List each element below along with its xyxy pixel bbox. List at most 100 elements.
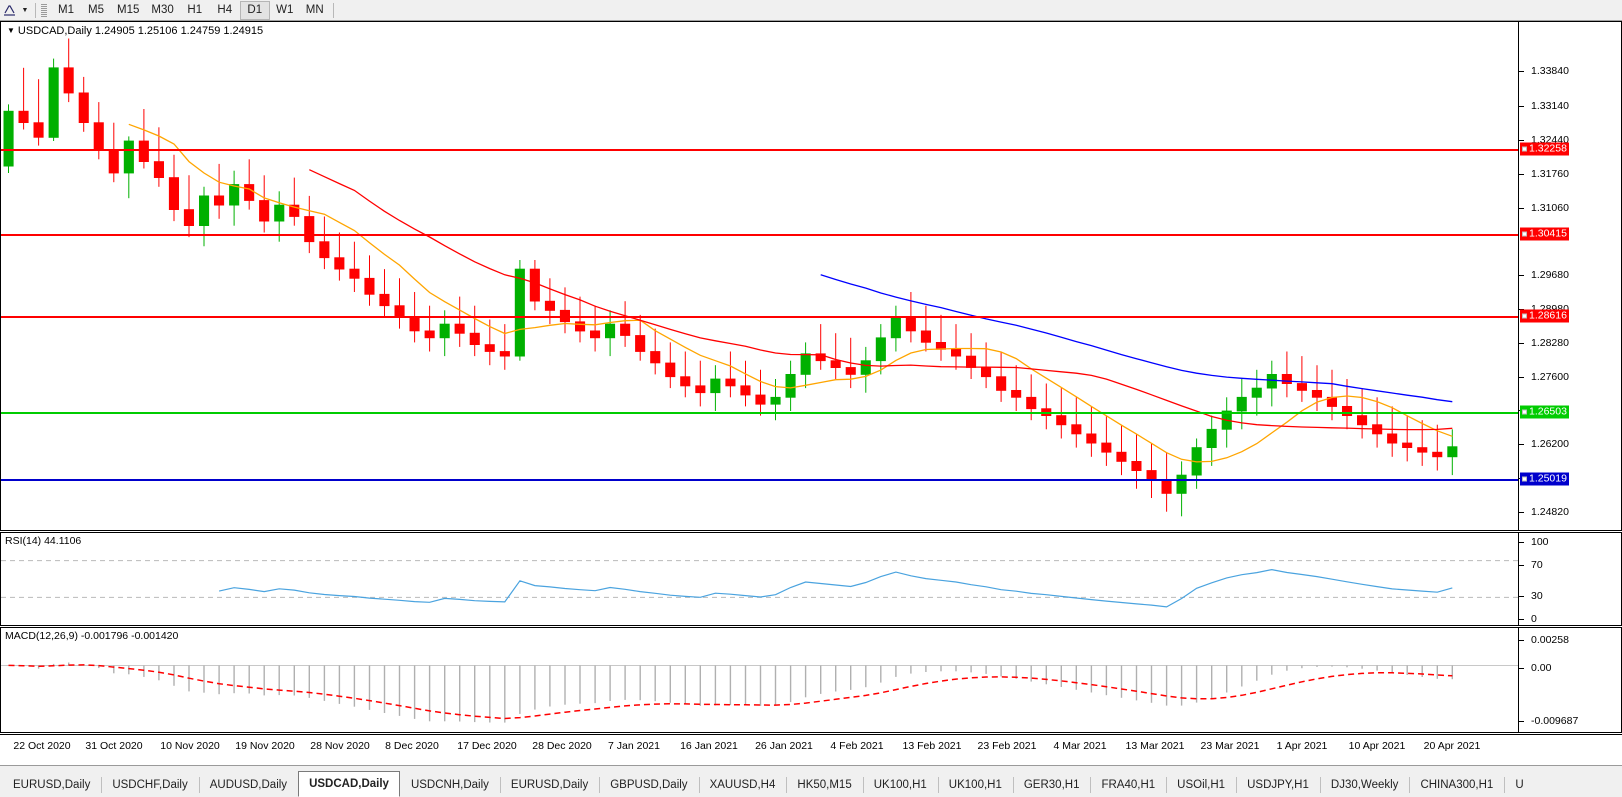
support-line-1-tag[interactable]: 1.26503 [1520, 405, 1569, 419]
level-handle-icon[interactable] [1522, 313, 1527, 319]
price-pane[interactable]: ▼ USDCAD,Daily 1.24905 1.25106 1.24759 1.… [0, 21, 1622, 585]
pane-collapse-icon[interactable]: ▼ [7, 26, 15, 35]
chart-tab-label: DJ30,Weekly [1330, 779, 1399, 791]
chart-tab-uk100-h1[interactable]: UK100,H1 [937, 773, 1013, 797]
chart-tab-china300-h1[interactable]: CHINA300,H1 [1409, 773, 1504, 797]
macd-pane[interactable]: MACD(12,26,9) -0.001796 -0.001420 0.0025… [0, 627, 1622, 733]
rsi-tick-label: 100 [1531, 536, 1549, 548]
date-tick-label: 20 Apr 2021 [1423, 740, 1481, 752]
macd-plot[interactable] [1, 628, 1518, 732]
rsi-tick-label: 70 [1531, 559, 1543, 571]
rsi-plot[interactable] [1, 533, 1518, 625]
timeframe-button-m1[interactable]: M1 [58, 4, 74, 16]
rsi-label: RSI(14) 44.1106 [5, 535, 82, 547]
current-price-line[interactable] [1, 479, 1518, 481]
timeframe-button-mn[interactable]: MN [305, 4, 324, 16]
chart-tab-label: FRA40,H1 [1101, 779, 1156, 791]
date-tick-label: 4 Feb 2021 [830, 740, 884, 752]
support-line-1[interactable] [1, 412, 1518, 414]
price-candles-svg [3, 38, 1458, 517]
chart-tab-usoil-h1[interactable]: USOil,H1 [1166, 773, 1236, 797]
timeframe-button-h4[interactable]: H4 [217, 4, 233, 16]
chart-tab-uk100-h1[interactable]: UK100,H1 [862, 773, 938, 797]
date-tick-label: 19 Nov 2020 [235, 740, 295, 752]
resistance-line-1-tag[interactable]: 1.32258 [1520, 142, 1569, 156]
timeframe-button-m15[interactable]: M15 [117, 4, 140, 16]
price-tick-label: 1.33840 [1531, 65, 1569, 77]
date-tick-label: 23 Feb 2021 [977, 740, 1037, 752]
level-price-text: 1.32258 [1529, 142, 1567, 155]
date-tick-label: 16 Jan 2021 [680, 740, 738, 752]
crosshair-icon[interactable] [0, 2, 18, 19]
chart-tab-eurusd-daily[interactable]: EURUSD,Daily [499, 773, 599, 797]
timeframe-button-h1[interactable]: H1 [187, 4, 203, 16]
resistance-line-3[interactable] [1, 316, 1518, 318]
dropdown-arrow-icon[interactable]: ▼ [21, 6, 29, 14]
grip-icon[interactable] [41, 2, 49, 18]
chart-tab-usdcad-daily[interactable]: USDCAD,Daily [298, 771, 400, 797]
chart-tab-label: GBPUSD,Daily [610, 779, 688, 791]
current-price-line-tag[interactable]: 1.25019 [1520, 472, 1569, 486]
resistance-line-2[interactable] [1, 234, 1518, 236]
chart-tab-hk50-m15[interactable]: HK50,M15 [786, 773, 862, 797]
price-tick-label: 1.27600 [1531, 371, 1569, 383]
resistance-line-1[interactable] [1, 149, 1518, 151]
rsi-tick-label: 30 [1531, 590, 1543, 602]
timeframe-button-m30[interactable]: M30 [151, 4, 174, 16]
chart-tab-label: XAUUSD,H4 [709, 779, 776, 791]
date-tick-label: 13 Feb 2021 [902, 740, 962, 752]
level-handle-icon[interactable] [1522, 146, 1527, 152]
chart-tab-dj30-weekly[interactable]: DJ30,Weekly [1319, 773, 1410, 797]
timeframe-button-d1[interactable]: D1 [239, 0, 270, 20]
chart-tab-usdcnh-daily[interactable]: USDCNH,Daily [400, 773, 500, 797]
date-tick-label: 22 Oct 2020 [13, 740, 71, 752]
timeframe-button-m5[interactable]: M5 [88, 4, 104, 16]
level-handle-icon[interactable] [1522, 409, 1527, 415]
date-tick-label: 10 Nov 2020 [160, 740, 220, 752]
chart-tab-label: USOil,H1 [1177, 779, 1226, 791]
date-tick-label: 8 Dec 2020 [385, 740, 439, 752]
chart-tab-usdchf-daily[interactable]: USDCHF,Daily [101, 773, 198, 797]
chart-tab-label: USDCAD,Daily [309, 778, 389, 790]
price-tick-mark [1519, 71, 1524, 72]
chart-tab-audusd-daily[interactable]: AUDUSD,Daily [198, 773, 298, 797]
chart-tab-ger30-h1[interactable]: GER30,H1 [1012, 773, 1091, 797]
chart-area: ▼ USDCAD,Daily 1.24905 1.25106 1.24759 1.… [0, 21, 1622, 765]
rsi-tick-label: 0 [1531, 613, 1537, 625]
resistance-line-3-tag[interactable]: 1.28616 [1520, 309, 1569, 323]
chart-tab-xauusd-h4[interactable]: XAUUSD,H4 [698, 773, 787, 797]
macd-tick-mark [1519, 721, 1524, 722]
chart-tab-label: USDJPY,H1 [1247, 779, 1309, 791]
level-handle-icon[interactable] [1522, 476, 1527, 482]
rsi-pane[interactable]: RSI(14) 44.1106 100 70 30 0 [0, 532, 1622, 626]
date-tick-label: 1 Apr 2021 [1276, 740, 1328, 752]
chart-tab-bar: EURUSD,Daily USDCHF,Daily AUDUSD,Daily USDC… [0, 765, 1622, 797]
price-tick-label: 1.31060 [1531, 202, 1569, 214]
timeframe-button-w1[interactable]: W1 [276, 4, 294, 16]
price-axis[interactable]: 1.33840 1.33140 1.32440 1.31760 1.31060 1.296… [1518, 22, 1621, 585]
chart-tab-gbpusd-daily[interactable]: GBPUSD,Daily [599, 773, 698, 797]
price-tick-label: 1.31760 [1531, 168, 1569, 180]
chart-tab-label: USDCNH,Daily [410, 779, 489, 791]
date-axis[interactable]: 22 Oct 2020 31 Oct 2020 10 Nov 2020 19 Nov … [0, 734, 1622, 765]
chart-tab-label: USDCHF,Daily [112, 779, 188, 791]
rsi-axis: 100 70 30 0 [1518, 533, 1621, 625]
chart-tab-eurusd-daily[interactable]: EURUSD,Daily [2, 773, 101, 797]
chart-tab-u[interactable]: U [1504, 773, 1534, 797]
chart-tab-label: UK100,H1 [873, 779, 927, 791]
date-tick-label: 7 Jan 2021 [608, 740, 660, 752]
date-tick-label: 28 Dec 2020 [532, 740, 592, 752]
price-tick-label: 1.26200 [1531, 438, 1569, 450]
price-plot[interactable] [1, 22, 1518, 530]
symbol-ohlc-label: ▼ USDCAD,Daily 1.24905 1.25106 1.24759 1.… [7, 25, 264, 37]
resistance-line-2-tag[interactable]: 1.30415 [1520, 227, 1569, 241]
level-price-text: 1.28616 [1529, 309, 1567, 322]
price-tick-label: 1.24820 [1531, 506, 1569, 518]
date-tick-label: 23 Mar 2021 [1200, 740, 1260, 752]
level-handle-icon[interactable] [1522, 231, 1527, 237]
chart-tab-label: U [1515, 779, 1524, 791]
chart-tab-fra40-h1[interactable]: FRA40,H1 [1090, 773, 1166, 797]
macd-tick-label: 0.00 [1531, 662, 1552, 674]
level-price-text: 1.26503 [1529, 405, 1567, 418]
chart-tab-usdjpy-h1[interactable]: USDJPY,H1 [1236, 773, 1320, 797]
